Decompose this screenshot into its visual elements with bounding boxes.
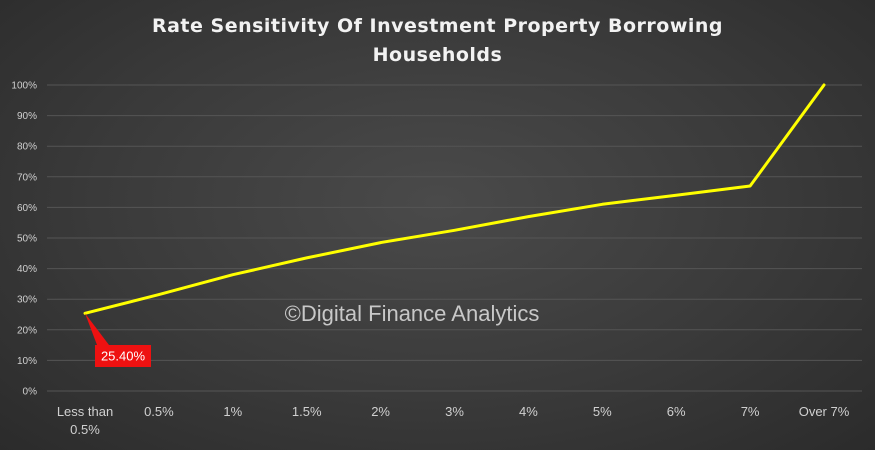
y-tick-label: 0% [23,387,38,398]
y-tick-label: 20% [17,325,37,336]
x-tick-label: Less than [57,404,113,419]
y-tick-label: 100% [11,81,37,92]
y-tick-label: 70% [17,172,37,183]
x-tick-label: 1.5% [292,404,322,419]
x-tick-label: 7% [741,404,760,419]
y-tick-label: 90% [17,111,37,122]
data-point [453,229,456,232]
data-point [379,241,382,244]
data-point [527,215,530,218]
data-label: 25.40% [101,349,146,364]
x-tick-label: 3% [445,404,464,419]
y-tick-label: 10% [17,356,37,367]
data-point [601,203,604,206]
x-tick-label: Over 7% [799,404,850,419]
y-tick-label: 50% [17,234,37,245]
x-tick-label: 2% [371,404,390,419]
callout-pointer [85,313,109,345]
x-tick-label: 0.5% [144,404,174,419]
y-tick-label: 40% [17,264,37,275]
data-point [305,256,308,260]
x-tick-label: 0.5% [70,422,100,437]
data-point [748,184,752,188]
x-tick-label: 4% [519,404,538,419]
callout-box [95,345,151,367]
data-point [157,293,161,296]
series-line [83,83,826,315]
x-tick-label: 1% [223,404,242,419]
y-tick-label: 80% [17,142,37,153]
y-tick-label: 60% [17,203,37,214]
chart-title-line-1: Rate Sensitivity Of Investment Property … [151,15,724,37]
watermark: ©Digital Finance Analytics [285,301,540,326]
data-point [822,83,826,87]
data-point [231,273,234,276]
data-point [675,193,678,197]
chart-title-line-2: Households [372,44,503,66]
x-tick-label: 6% [667,404,686,419]
x-tick-label: 5% [593,404,612,419]
chart-title: Rate Sensitivity Of Investment Property … [0,12,875,70]
y-tick-label: 30% [17,295,37,306]
